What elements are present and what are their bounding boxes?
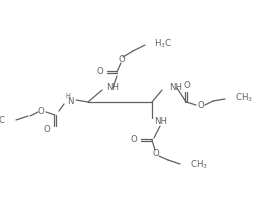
Text: NH: NH (106, 83, 119, 92)
Text: O: O (198, 102, 204, 111)
Text: O: O (44, 124, 50, 133)
Text: O: O (153, 149, 159, 157)
Text: NH: NH (169, 83, 182, 92)
Text: H$_3$C: H$_3$C (154, 38, 172, 50)
Text: O: O (97, 68, 103, 76)
Text: H$_3$C: H$_3$C (0, 115, 6, 127)
Text: N: N (67, 98, 73, 106)
Text: CH$_3$: CH$_3$ (235, 92, 253, 104)
Text: O: O (131, 135, 137, 144)
Text: O: O (184, 81, 190, 90)
Text: NH: NH (154, 118, 167, 126)
Text: H: H (66, 93, 70, 99)
Text: O: O (38, 106, 44, 115)
Text: O: O (119, 55, 125, 64)
Text: CH$_3$: CH$_3$ (190, 159, 208, 171)
